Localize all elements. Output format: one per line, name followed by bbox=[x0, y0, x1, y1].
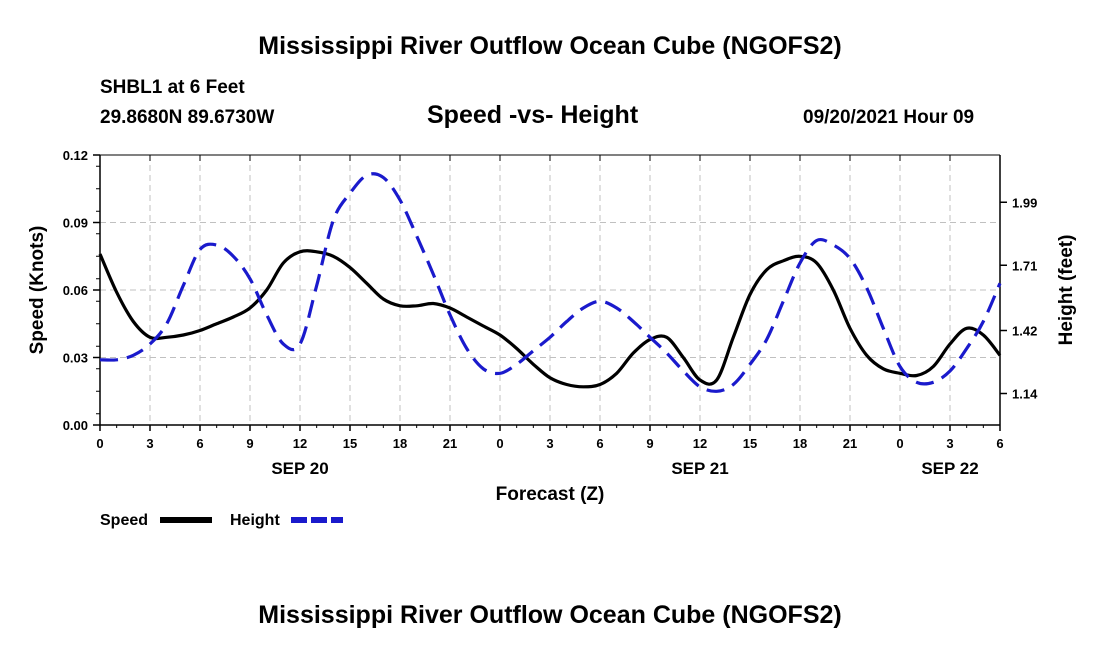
x-tick-label: 12 bbox=[293, 436, 307, 451]
x-tick-label: 3 bbox=[946, 436, 953, 451]
x-tick-label: 21 bbox=[443, 436, 457, 451]
date-label: SEP 20 bbox=[271, 459, 328, 478]
x-tick-label: 6 bbox=[996, 436, 1003, 451]
y2-axis-title: Height (feet) bbox=[1056, 235, 1077, 346]
y2-tick-label: 1.42 bbox=[1012, 324, 1037, 339]
x-tick-label: 15 bbox=[743, 436, 757, 451]
x-tick-label: 3 bbox=[546, 436, 553, 451]
y-tick-label: 0.12 bbox=[63, 148, 88, 163]
x-tick-label: 3 bbox=[146, 436, 153, 451]
y-tick-label: 0.03 bbox=[63, 351, 88, 366]
x-tick-label: 9 bbox=[246, 436, 253, 451]
x-tick-label: 12 bbox=[693, 436, 707, 451]
y-axis-title: Speed (Knots) bbox=[27, 226, 48, 355]
station-coordinates: 29.8680N 89.6730W bbox=[100, 107, 275, 128]
y2-tick-label: 1.99 bbox=[1012, 195, 1037, 210]
speed-series-line bbox=[98, 249, 1002, 389]
footer-title: Mississippi River Outflow Ocean Cube (NG… bbox=[258, 601, 842, 629]
x-tick-label: 9 bbox=[646, 436, 653, 451]
y2-tick-label: 1.14 bbox=[1012, 387, 1038, 402]
y-tick-label: 0.09 bbox=[63, 216, 88, 231]
date-label: SEP 21 bbox=[671, 459, 728, 478]
y-tick-label: 0.06 bbox=[63, 283, 88, 298]
x-tick-label: 0 bbox=[96, 436, 103, 451]
x-tick-label: 18 bbox=[393, 436, 407, 451]
date-label: SEP 22 bbox=[921, 459, 978, 478]
forecast-timestamp: 09/20/2021 Hour 09 bbox=[803, 107, 975, 128]
x-tick-label: 21 bbox=[843, 436, 857, 451]
station-label: SHBL1 at 6 Feet bbox=[100, 77, 245, 98]
legend-label-height: Height bbox=[230, 512, 280, 529]
x-axis-title: Forecast (Z) bbox=[496, 484, 605, 505]
x-tick-label: 15 bbox=[343, 436, 357, 451]
x-tick-label: 18 bbox=[793, 436, 807, 451]
plot-title: Speed -vs- Height bbox=[427, 101, 639, 129]
y2-tick-label: 1.71 bbox=[1012, 258, 1037, 273]
legend-label-speed: Speed bbox=[100, 512, 148, 529]
x-tick-label: 0 bbox=[496, 436, 503, 451]
height-series-line bbox=[99, 172, 1002, 393]
x-tick-label: 6 bbox=[596, 436, 603, 451]
y-tick-label: 0.00 bbox=[63, 418, 88, 433]
page-title: Mississippi River Outflow Ocean Cube (NG… bbox=[258, 32, 842, 60]
x-tick-label: 6 bbox=[196, 436, 203, 451]
x-tick-label: 0 bbox=[896, 436, 903, 451]
